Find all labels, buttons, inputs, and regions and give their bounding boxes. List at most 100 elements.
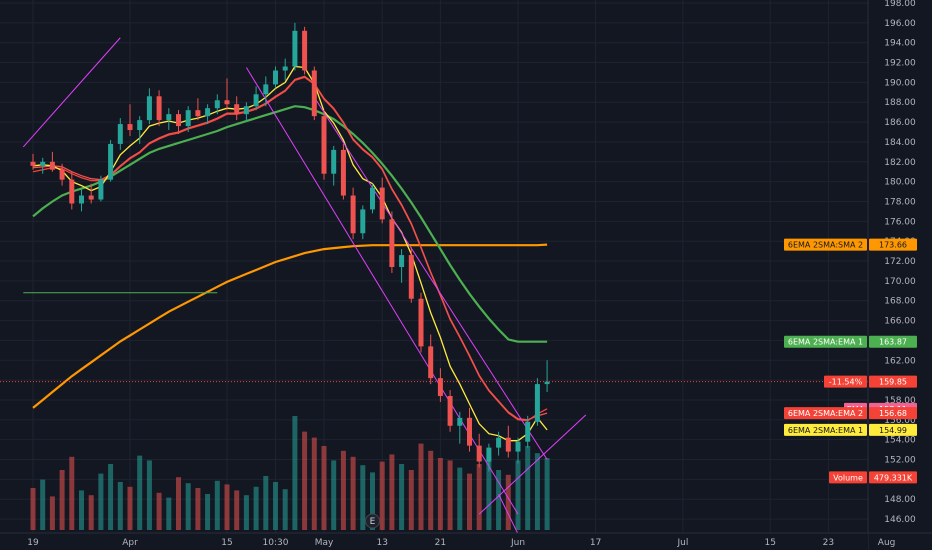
candle-body <box>534 384 540 422</box>
volume-bar <box>137 455 143 530</box>
price-tick-label: 178.00 <box>884 197 916 207</box>
candle-body <box>205 108 211 117</box>
volume-bar <box>117 482 123 530</box>
volume-bar <box>127 486 133 530</box>
volume-bar <box>350 456 356 530</box>
candle-body <box>389 219 395 267</box>
candle-body <box>399 255 405 267</box>
badge-name: 6EMA 2SMA:EMA 2 <box>788 409 863 418</box>
badge-value-bg <box>869 471 917 484</box>
time-axis[interactable]: 19 Apr 15 10:30 May 13 21 Jun 17 Jul 15 23 Aug <box>27 538 895 548</box>
candle-body <box>214 100 220 109</box>
volume-bar <box>331 460 337 530</box>
price-tick-label: 184.00 <box>884 138 916 148</box>
time-tick-label: Jun <box>510 538 525 548</box>
candle-body <box>408 255 414 299</box>
candle-body <box>224 100 230 105</box>
volume-bar <box>534 453 540 530</box>
time-tick-label: 10:30 <box>263 538 289 548</box>
candle-body <box>156 96 162 121</box>
time-tick-label: 17 <box>590 538 601 548</box>
candle-body <box>88 195 94 200</box>
price-axis-panel[interactable] <box>868 0 932 550</box>
price-tick-label: 192.00 <box>884 59 916 69</box>
candle-body <box>117 124 123 144</box>
time-axis-panel[interactable] <box>0 533 868 550</box>
volume-bar <box>156 492 162 530</box>
trendline <box>478 414 587 515</box>
volume-bar <box>302 431 308 530</box>
candle-body <box>457 417 463 426</box>
candle-body <box>447 396 453 426</box>
price-tick-label: 190.00 <box>884 78 916 88</box>
badge-value: 479.331K <box>874 473 913 482</box>
badge-value-bg <box>869 375 917 388</box>
badge-name-bg <box>784 423 867 436</box>
badge-value-bg <box>869 407 917 420</box>
volume-bar <box>428 450 434 530</box>
volume-bar <box>447 460 453 530</box>
candle-body <box>350 195 356 234</box>
volume-bar <box>408 470 414 530</box>
candle-body <box>59 169 65 180</box>
candle-body <box>544 381 550 385</box>
price-tick-label: 162.00 <box>884 356 916 366</box>
volume-bar <box>340 450 346 530</box>
volume-bar <box>389 454 395 530</box>
candle-body <box>370 187 375 210</box>
price-tick-label: 154.00 <box>884 436 916 446</box>
candle-body <box>176 114 181 127</box>
volume-bar <box>525 446 531 530</box>
candle-body <box>418 298 424 347</box>
candle-body <box>428 346 434 379</box>
volume-bar <box>253 486 259 530</box>
candle-body <box>40 161 46 166</box>
volume-bar <box>486 456 492 530</box>
volume-bar <box>176 477 181 530</box>
price-tick-label: 170.00 <box>884 277 916 287</box>
candle-body <box>292 30 298 67</box>
badge-value: 156.68 <box>879 409 907 418</box>
candle-body <box>282 66 288 71</box>
time-tick-label: May <box>315 538 334 548</box>
candle-body <box>234 104 240 115</box>
earnings-marker-label: E <box>370 517 376 527</box>
volume-bar <box>49 496 55 530</box>
volume-bar <box>467 473 472 530</box>
earnings-marker[interactable]: E <box>365 513 380 529</box>
candle-body <box>311 70 317 117</box>
time-tick-label: 13 <box>376 538 387 548</box>
series-line <box>32 75 548 421</box>
price-tick-label: 176.00 <box>884 217 916 227</box>
time-tick-label: 15 <box>764 538 775 548</box>
candle-body <box>137 120 143 131</box>
volume-bar <box>273 482 278 530</box>
time-tick-label: 23 <box>823 538 834 548</box>
badge-name: 6EMA 2SMA:EMA 1 <box>788 338 863 347</box>
volume-bar <box>234 490 240 530</box>
badge-name-bg <box>824 375 867 388</box>
price-tick-label: 166.00 <box>884 317 916 327</box>
price-tick-label: 186.00 <box>884 118 916 128</box>
badge-value: 173.66 <box>879 241 907 250</box>
badge-name-bg <box>784 335 867 348</box>
candle-body <box>505 437 511 452</box>
badge-name: Volume <box>833 473 863 482</box>
volume-bar <box>399 464 405 530</box>
volume-bar <box>40 479 46 530</box>
series-line <box>32 65 548 442</box>
time-tick-label: Aug <box>878 538 896 548</box>
candle-body <box>243 106 249 115</box>
price-badges: 6EMA 2SMA:SMA 2 173.66 6EMA 2SMA:EMA 1 163.… <box>784 238 917 484</box>
badge-name: 6EMA 2SMA:SMA 2 <box>788 241 863 250</box>
volume-bar <box>515 460 521 530</box>
volume-bar <box>370 472 375 530</box>
badge-name-bg <box>829 471 867 484</box>
candle-body <box>69 179 75 204</box>
price-tick-label: 152.00 <box>884 456 916 466</box>
earnings-marker-circle[interactable] <box>365 513 380 529</box>
candle-body <box>79 195 84 204</box>
badge-value: 163.87 <box>879 338 907 347</box>
volume-bar <box>505 474 511 530</box>
